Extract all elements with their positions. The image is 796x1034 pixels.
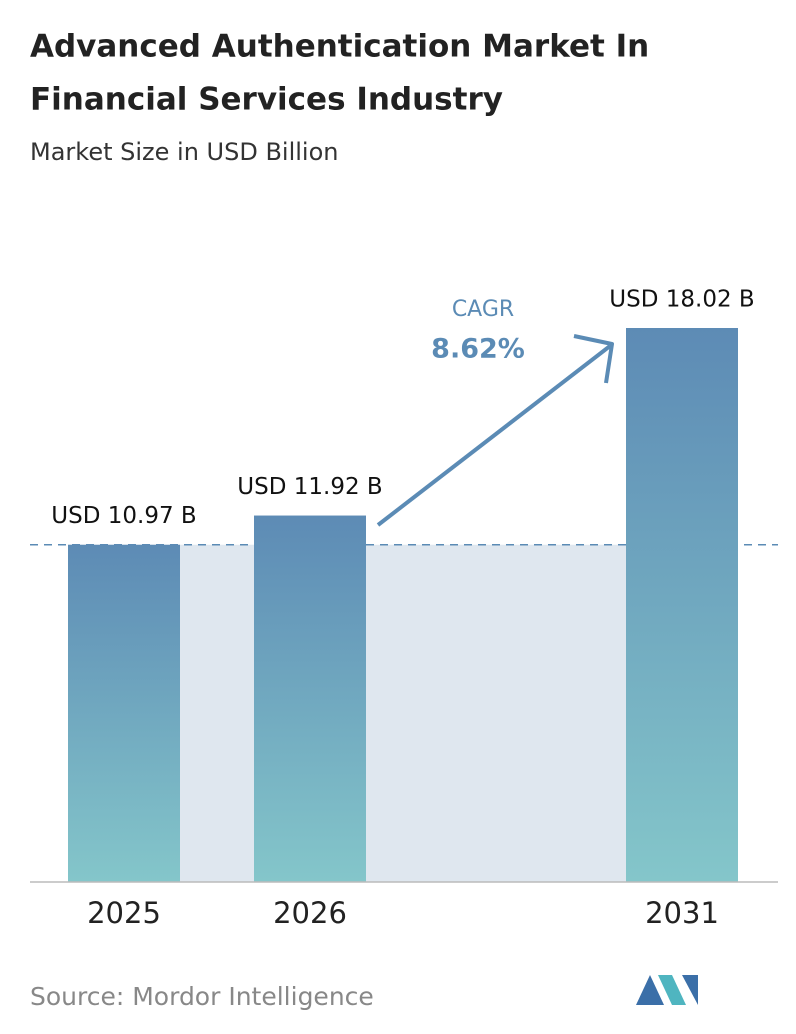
bar [68,544,180,882]
cagr-value: 8.62% [431,334,525,365]
chart-title: Advanced Authentication Market In [30,29,649,65]
x-tick-label: 2031 [645,896,719,930]
bar [254,515,366,882]
cagr-arrowhead [573,334,614,384]
cagr-label: CAGR [452,297,514,322]
chart-subtitle: Market Size in USD Billion [30,138,338,166]
logo [636,975,698,1005]
data-label: USD 10.97 B [51,503,196,529]
x-tick-label: 2025 [87,896,161,930]
x-tick-label: 2026 [273,896,347,930]
data-label: USD 11.92 B [237,474,382,500]
data-label: USD 18.02 B [609,287,754,313]
chart-title: Financial Services Industry [30,82,503,118]
source: Source: Mordor Intelligence [30,982,374,1011]
cagr-arrow [376,344,612,527]
bar [626,328,738,882]
